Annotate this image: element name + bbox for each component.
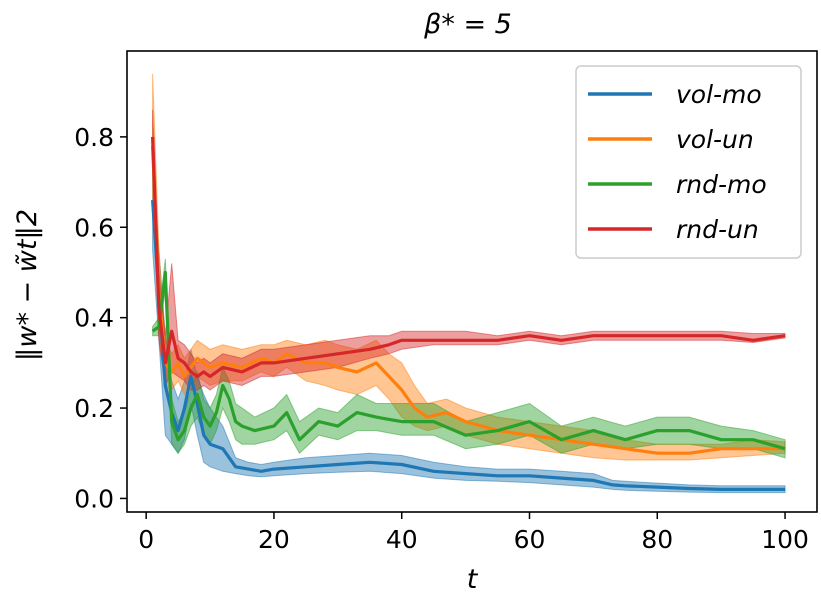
line-vol-mo bbox=[151, 199, 786, 491]
y-tick-label: 0.0 bbox=[74, 484, 114, 513]
y-axis-label: ‖w* − w̃t‖2 bbox=[12, 209, 43, 361]
x-tick-label: 100 bbox=[761, 525, 809, 554]
x-tick-label: 80 bbox=[641, 525, 673, 554]
legend: vol-mo vol-un rnd-mo rnd-un bbox=[575, 65, 802, 259]
series-lines bbox=[151, 136, 786, 491]
line-rnd-mo bbox=[151, 270, 786, 451]
x-tick-label: 40 bbox=[386, 525, 418, 554]
y-tick-label: 0.8 bbox=[74, 123, 114, 152]
y-axis-ticks: 0.0 0.2 0.4 0.6 0.8 bbox=[74, 123, 127, 513]
legend-box bbox=[575, 65, 802, 259]
y-tick-label: 0.4 bbox=[74, 304, 114, 333]
legend-label-vol-un: vol-un bbox=[676, 125, 754, 154]
x-axis-ticks: 0 20 40 60 80 100 bbox=[138, 512, 809, 554]
y-tick-label: 0.6 bbox=[74, 213, 114, 242]
y-tick-label: 0.2 bbox=[74, 394, 114, 423]
band-rnd-un bbox=[152, 109, 786, 391]
legend-label-rnd-un: rnd-un bbox=[676, 215, 759, 244]
line-rnd-un bbox=[151, 136, 786, 378]
x-tick-label: 20 bbox=[258, 525, 290, 554]
legend-label-rnd-mo: rnd-mo bbox=[676, 170, 767, 199]
x-tick-label: 0 bbox=[138, 525, 154, 554]
chart-title: β* = 5 bbox=[423, 9, 512, 40]
plot-frame bbox=[126, 50, 818, 513]
band-vol-mo bbox=[152, 154, 786, 494]
band-rnd-mo bbox=[152, 258, 786, 459]
x-tick-label: 60 bbox=[514, 525, 546, 554]
line-vol-un bbox=[151, 145, 786, 455]
x-axis-label: t bbox=[467, 564, 479, 595]
legend-label-vol-mo: vol-mo bbox=[676, 80, 762, 109]
